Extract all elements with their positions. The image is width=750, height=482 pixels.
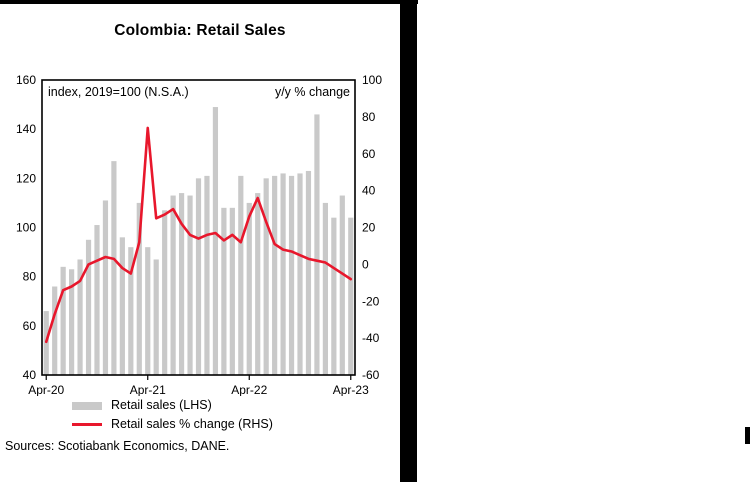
svg-text:Apr-21: Apr-21 (130, 383, 166, 396)
source-note: Sources: Scotiabank Economics, DANE. (5, 439, 230, 453)
svg-text:120: 120 (16, 171, 36, 185)
bar-series-swatch (72, 401, 102, 410)
svg-text:40: 40 (362, 184, 376, 198)
svg-text:40: 40 (23, 368, 37, 382)
svg-text:140: 140 (16, 122, 36, 136)
top-border-bar (0, 0, 418, 4)
right-divider-bar (400, 0, 417, 482)
legend-label-pct-change: Retail sales % change (RHS) (111, 417, 273, 432)
svg-text:0: 0 (362, 257, 369, 271)
legend-item-retail-sales: Retail sales (LHS) (72, 396, 400, 415)
svg-text:Apr-20: Apr-20 (28, 383, 64, 396)
svg-text:index, 2019=100 (N.S.A.): index, 2019=100 (N.S.A.) (48, 85, 189, 99)
svg-text:Apr-23: Apr-23 (333, 383, 369, 396)
right-edge-mark (745, 427, 750, 444)
svg-text:80: 80 (23, 270, 37, 284)
svg-text:100: 100 (362, 73, 382, 87)
line-series-swatch (72, 423, 102, 426)
svg-text:-40: -40 (362, 331, 380, 345)
svg-text:-60: -60 (362, 368, 380, 382)
retail-sales-chart-card: Colombia: Retail Sales 160 140 120 100 80 60 4… (0, 4, 400, 453)
svg-text:160: 160 (16, 73, 36, 87)
legend-label-retail-sales: Retail sales (LHS) (111, 398, 212, 413)
svg-text:60: 60 (23, 319, 37, 333)
legend-item-pct-change: Retail sales % change (RHS) (72, 415, 400, 434)
svg-text:y/y % change: y/y % change (275, 85, 350, 99)
svg-text:80: 80 (362, 110, 376, 124)
svg-text:20: 20 (362, 221, 376, 235)
svg-text:60: 60 (362, 147, 376, 161)
chart-legend: Retail sales (LHS) Retail sales % change… (72, 396, 400, 434)
chart-title: Colombia: Retail Sales (114, 22, 286, 39)
svg-text:100: 100 (16, 221, 36, 235)
svg-text:-20: -20 (362, 294, 380, 308)
retail-sales-chart: 160140120100806040100806040200-20-40-60A… (16, 73, 382, 396)
svg-text:Apr-22: Apr-22 (231, 383, 267, 396)
